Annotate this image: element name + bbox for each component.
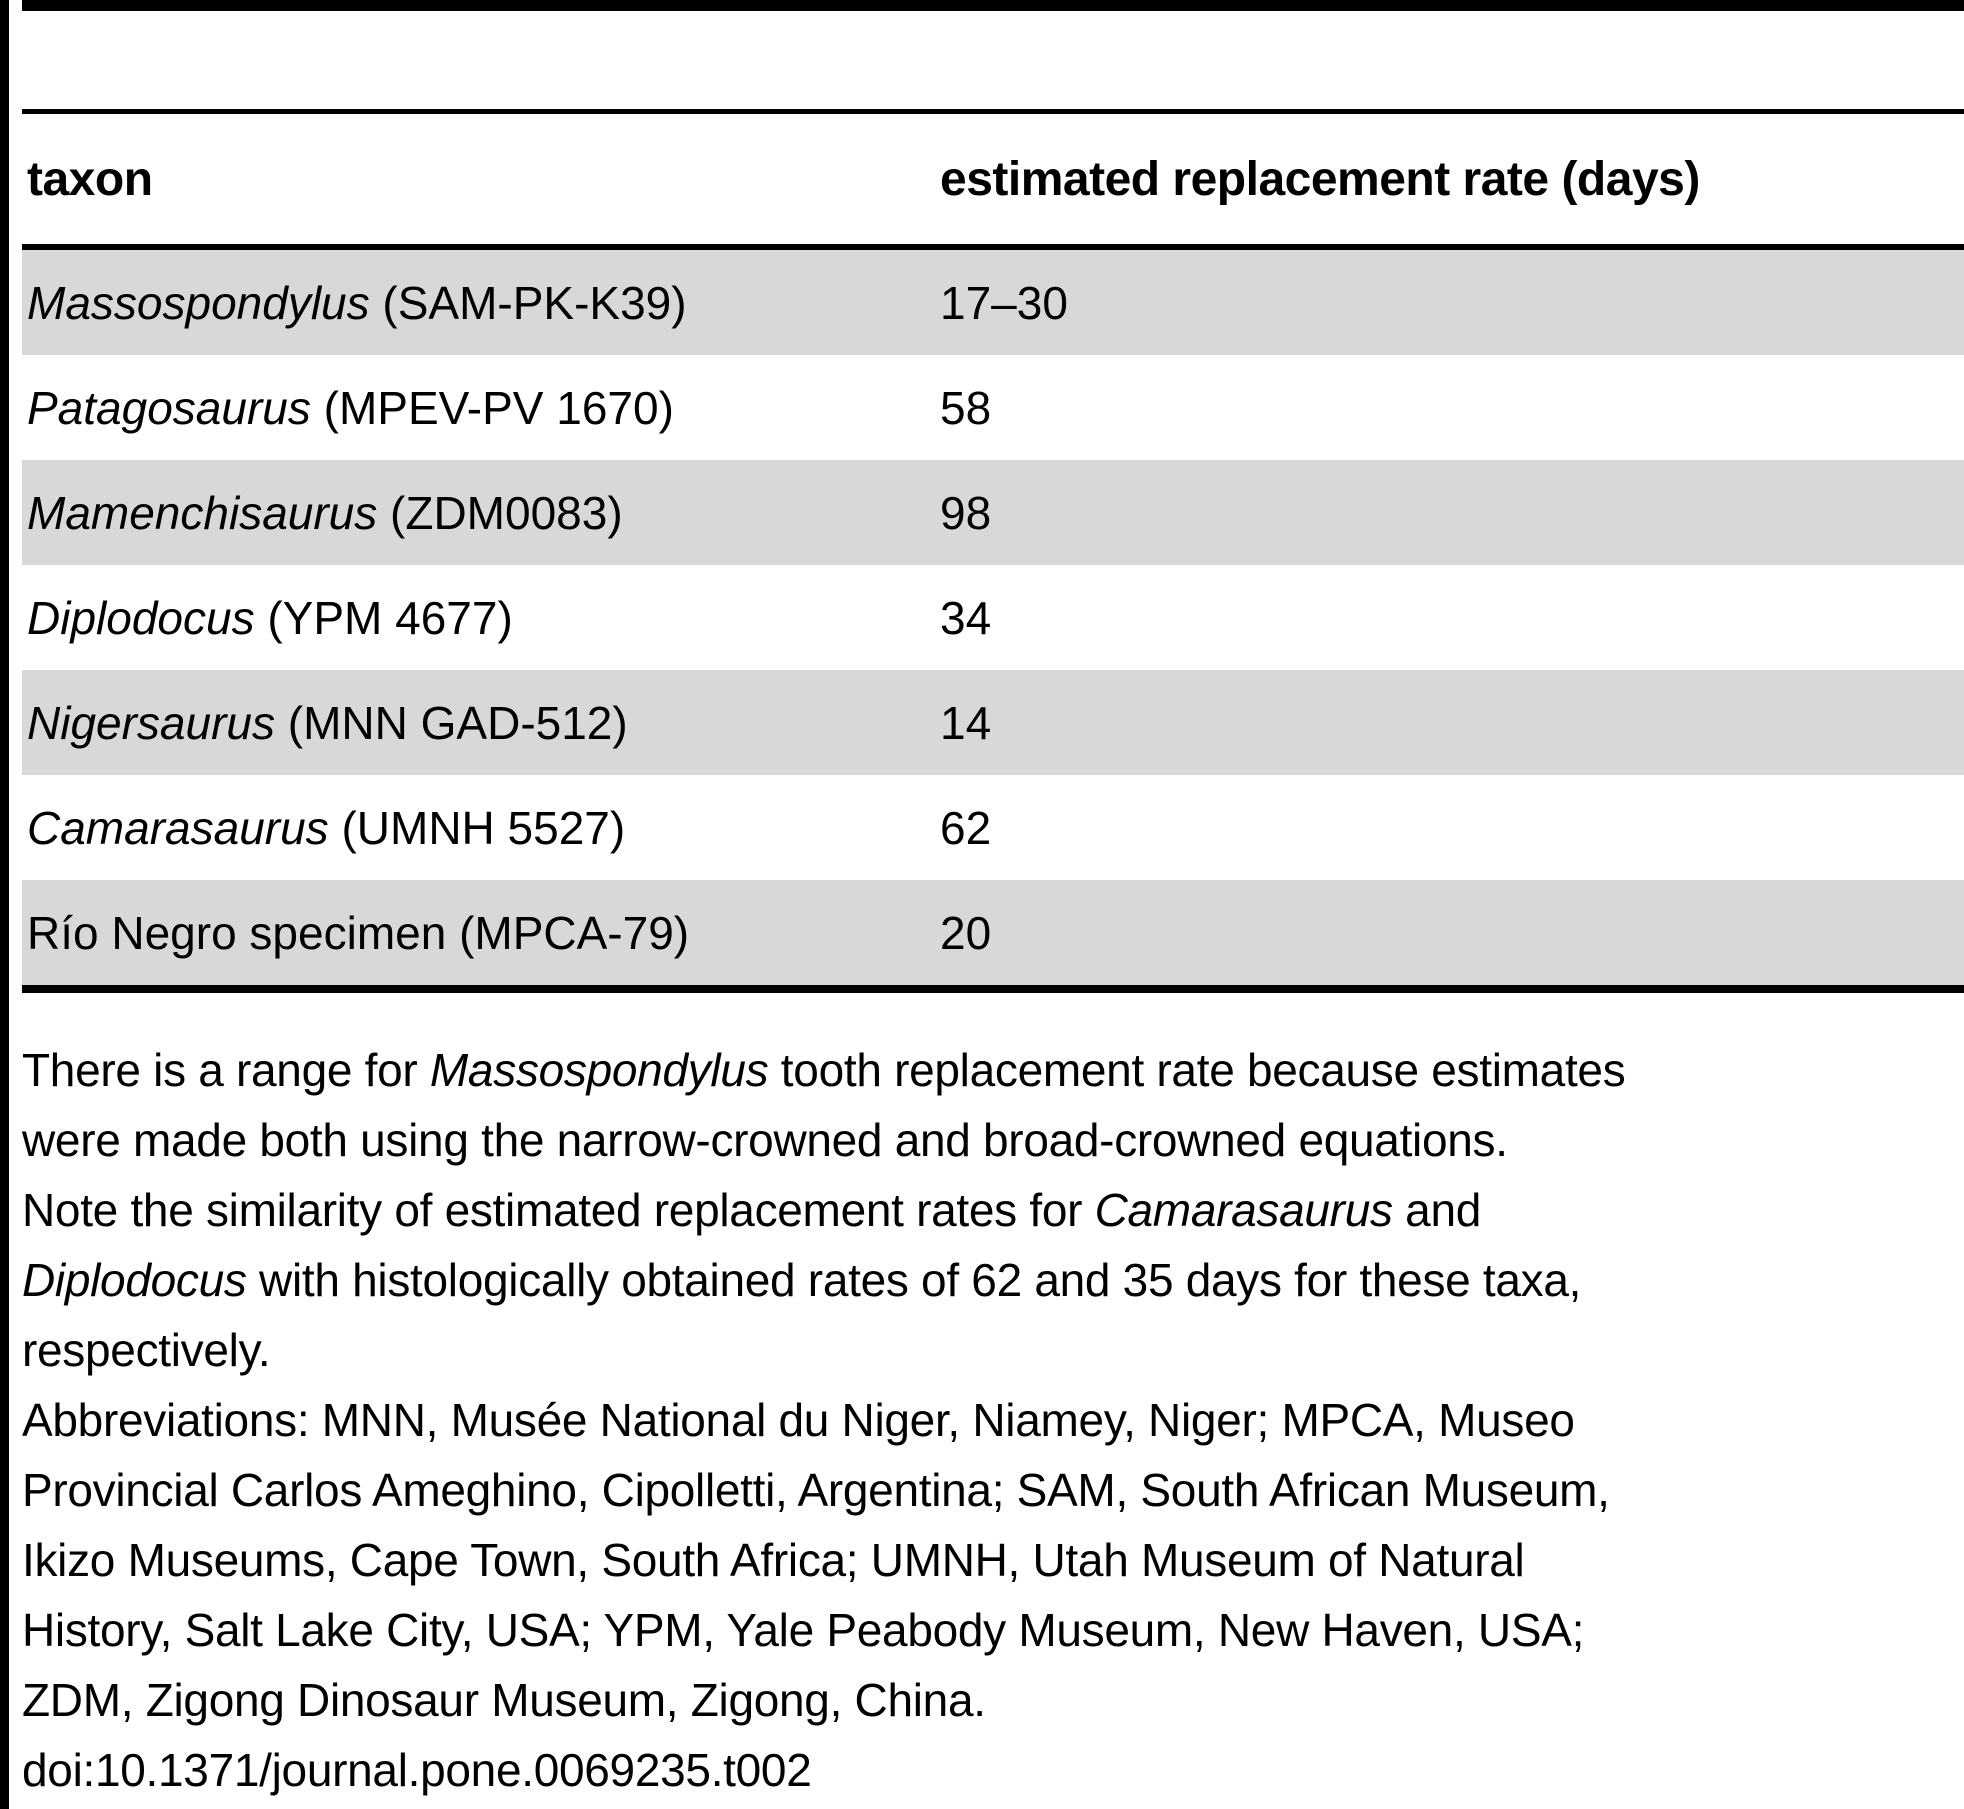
rate-cell: 17–30 (940, 276, 1068, 329)
table-notes: There is a range for Massospondylus toot… (22, 1035, 1964, 1805)
note-text: respectively. (22, 1324, 271, 1376)
note-line: Note the similarity of estimated replace… (22, 1175, 1964, 1245)
taxon-cell: Río Negro specimen (MPCA-79) (22, 906, 940, 960)
rate-cell: 62 (940, 801, 992, 854)
table-row: Camarasaurus (UMNH 5527) 62 (22, 775, 1964, 880)
taxon-genus: Mamenchisaurus (27, 486, 378, 539)
table-row: Río Negro specimen (MPCA-79) 20 (22, 880, 1964, 985)
taxon-genus: Diplodocus (27, 591, 255, 644)
taxon-specimen: (MNN GAD-512) (275, 696, 628, 749)
taxon-specimen: (UMNH 5527) (328, 801, 626, 854)
note-line: There is a range for Massospondylus toot… (22, 1035, 1964, 1105)
table-bottom-rule (22, 985, 1964, 993)
table-row: Patagosaurus (MPEV-PV 1670) 58 (22, 355, 1964, 460)
table-content: taxon estimated replacement rate (days) … (22, 0, 1964, 1805)
table-row: Diplodocus (YPM 4677) 34 (22, 565, 1964, 670)
note-text: Provincial Carlos Ameghino, Cipolletti, … (22, 1464, 1610, 1516)
taxon-genus: Camarasaurus (27, 801, 329, 854)
note-line: Ikizo Museums, Cape Town, South Africa; … (22, 1525, 1964, 1595)
table-top-rule (22, 0, 1964, 11)
table-row: Massospondylus (SAM-PK-K39) 17–30 (22, 250, 1964, 355)
taxon-cell: Patagosaurus (MPEV-PV 1670) (22, 381, 940, 435)
table-body: Massospondylus (SAM-PK-K39) 17–30 Patagosa… (22, 250, 1964, 985)
note-text: doi:10.1371/journal.pone.0069235.t002 (22, 1744, 812, 1796)
note-text: tooth replacement rate because estimates (768, 1044, 1626, 1096)
rate-cell: 34 (940, 591, 992, 644)
column-header-taxon: taxon (27, 152, 153, 206)
note-text: Abbreviations: MNN, Musée National du Ni… (22, 1394, 1575, 1446)
rate-cell: 58 (940, 381, 992, 434)
table-row: Mamenchisaurus (ZDM0083) 98 (22, 460, 1964, 565)
taxon-cell: Diplodocus (YPM 4677) (22, 591, 940, 645)
taxon-genus: Nigersaurus (27, 696, 275, 749)
note-line: ZDM, Zigong Dinosaur Museum, Zigong, Chi… (22, 1665, 1964, 1735)
table-header-row: taxon estimated replacement rate (days) (22, 114, 1964, 244)
rate-cell: 20 (940, 906, 992, 959)
rate-cell: 98 (940, 486, 992, 539)
header-top-rule (22, 109, 1964, 114)
note-text: were made both using the narrow-crowned … (22, 1114, 1508, 1166)
doi-line: doi:10.1371/journal.pone.0069235.t002 (22, 1735, 1964, 1805)
note-taxon-name: Massospondylus (429, 1044, 769, 1096)
note-line: Provincial Carlos Ameghino, Cipolletti, … (22, 1455, 1964, 1525)
note-line: were made both using the narrow-crowned … (22, 1105, 1964, 1175)
taxon-genus: Patagosaurus (27, 381, 311, 434)
column-header-rate: estimated replacement rate (days) (940, 152, 1700, 206)
note-text: Note the similarity of estimated replace… (22, 1184, 1095, 1236)
note-text: with histologically obtained rates of 62… (246, 1254, 1582, 1306)
taxon-specimen: (YPM 4677) (254, 591, 513, 644)
note-taxon-name: Camarasaurus (1094, 1184, 1393, 1236)
taxon-specimen: (SAM-PK-K39) (369, 276, 687, 329)
note-taxon-name: Diplodocus (22, 1254, 247, 1306)
taxon-specimen: Río Negro specimen (MPCA-79) (27, 906, 690, 959)
taxon-cell: Camarasaurus (UMNH 5527) (22, 801, 940, 855)
taxon-genus: Massospondylus (27, 276, 370, 329)
caption-gap (22, 11, 1964, 109)
taxon-cell: Mamenchisaurus (ZDM0083) (22, 486, 940, 540)
taxon-specimen: (ZDM0083) (377, 486, 623, 539)
note-text: and (1392, 1184, 1482, 1236)
rate-cell: 14 (940, 696, 992, 749)
table-row: Nigersaurus (MNN GAD-512) 14 (22, 670, 1964, 775)
note-line: Abbreviations: MNN, Musée National du Ni… (22, 1385, 1964, 1455)
header-bottom-rule (22, 244, 1964, 250)
note-line: respectively. (22, 1315, 1964, 1385)
taxon-specimen: (MPEV-PV 1670) (310, 381, 674, 434)
taxon-cell: Massospondylus (SAM-PK-K39) (22, 276, 940, 330)
note-line: Diplodocus with histologically obtained … (22, 1245, 1964, 1315)
note-line: History, Salt Lake City, USA; YPM, Yale … (22, 1595, 1964, 1665)
taxon-cell: Nigersaurus (MNN GAD-512) (22, 696, 940, 750)
left-border-bar (0, 0, 9, 1809)
note-text: Ikizo Museums, Cape Town, South Africa; … (22, 1534, 1525, 1586)
note-text: History, Salt Lake City, USA; YPM, Yale … (22, 1604, 1585, 1656)
note-text: There is a range for (22, 1044, 430, 1096)
note-text: ZDM, Zigong Dinosaur Museum, Zigong, Chi… (22, 1674, 986, 1726)
